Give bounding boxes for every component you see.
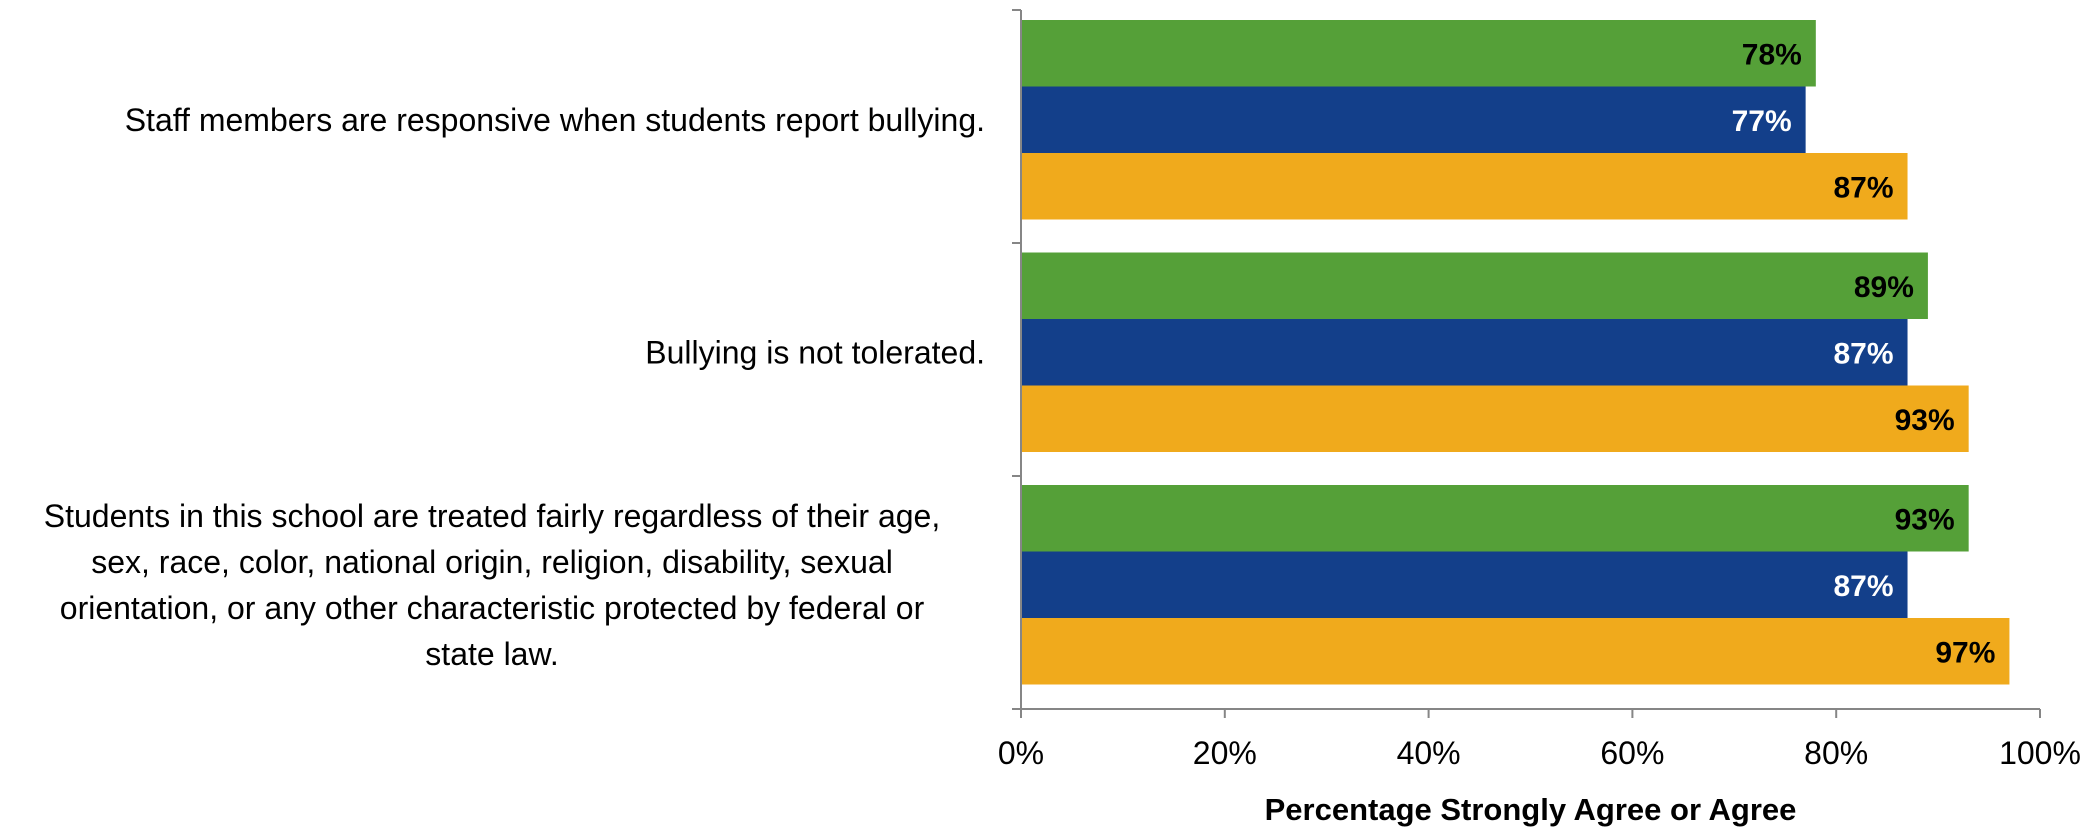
bar [1021,551,1908,618]
data-label: 87% [1833,570,1893,603]
data-label: 97% [1935,636,1995,669]
data-label: 93% [1895,404,1955,437]
bar [1021,20,1816,87]
x-axis-title: Percentage Strongly Agree or Agree [1265,792,1797,827]
category-label: Students in this school are treated fair… [44,498,940,534]
data-label: 77% [1732,105,1792,138]
data-label: 89% [1854,271,1914,304]
category-label: Bullying is not tolerated. [645,334,985,370]
x-tick-label: 60% [1600,735,1664,771]
x-tick-label: 20% [1193,735,1257,771]
x-tick-label: 0% [998,735,1044,771]
category-label: sex, race, color, national origin, relig… [91,544,893,580]
data-label: 87% [1833,337,1893,370]
data-label: 93% [1895,503,1955,536]
category-label: Staff members are responsive when studen… [125,102,985,138]
data-label: 87% [1833,171,1893,204]
category-label: state law. [425,636,558,672]
bar [1021,319,1908,386]
x-tick-label: 40% [1397,735,1461,771]
bar [1021,385,1969,452]
bar [1021,252,1928,319]
x-tick-label: 100% [1999,735,2081,771]
bar [1021,153,1908,220]
x-tick-label: 80% [1804,735,1868,771]
category-label: orientation, or any other characteristic… [60,590,925,626]
bar [1021,618,2010,685]
bar [1021,86,1806,153]
bar [1021,485,1969,552]
data-label: 78% [1742,38,1802,71]
